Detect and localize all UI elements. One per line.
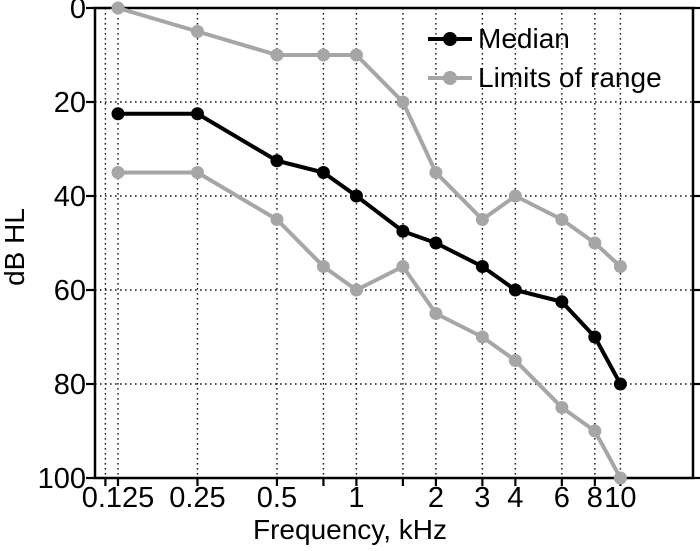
data-point-limits-upper-limit [475, 213, 489, 226]
data-point-median [111, 107, 125, 121]
data-point-limits-lower-limit [429, 307, 443, 320]
x-tick-label: 0.125 [82, 482, 155, 514]
legend-label-limits: Limits of range [478, 61, 662, 93]
data-point-median [429, 236, 443, 250]
x-tick-label: 1 [348, 482, 364, 514]
data-point-limits-upper-limit [588, 236, 602, 250]
y-tick-label: 0 [70, 0, 86, 25]
x-tick-label: 3 [474, 482, 490, 514]
y-tick-label: 40 [54, 181, 86, 213]
median-line-swatch [428, 31, 472, 46]
data-point-median [588, 330, 602, 344]
series-line-limits-lower-limit [118, 170, 623, 479]
median-marker-icon [443, 31, 457, 46]
data-point-limits-lower-limit [190, 166, 204, 179]
data-point-limits-lower-limit [555, 401, 569, 414]
limits-marker-icon [443, 70, 457, 85]
data-point-median [555, 295, 569, 309]
data-point-limits-lower-limit [613, 471, 627, 485]
x-tick-label: 8 [587, 482, 603, 514]
data-point-limits-upper-limit [429, 166, 443, 179]
data-point-limits-lower-limit [270, 213, 284, 226]
legend: Median Limits of range [428, 19, 662, 97]
legend-item-median: Median [428, 19, 662, 58]
data-point-limits-upper-limit [349, 48, 363, 62]
data-point-limits-lower-limit [111, 166, 125, 179]
x-tick-label: 4 [507, 482, 523, 514]
data-point-median [270, 154, 284, 168]
data-point-median [613, 377, 627, 391]
data-point-limits-lower-limit [316, 260, 330, 273]
x-tick-label: 0.25 [169, 482, 225, 514]
series-line-limits-upper-limit [117, 6, 622, 268]
y-tick-label: 20 [54, 87, 86, 119]
x-axis-title: Frequency, kHz [253, 514, 447, 545]
data-point-median [190, 107, 204, 121]
data-point-median [316, 166, 330, 179]
data-point-limits-upper-limit [316, 48, 330, 62]
x-tick-label: 10 [604, 482, 636, 514]
data-point-median [508, 283, 522, 297]
data-point-limits-upper-limit [190, 25, 204, 38]
y-axis-title: dB HL [0, 208, 30, 286]
legend-label-median: Median [478, 22, 570, 54]
data-point-limits-lower-limit [508, 354, 522, 367]
data-point-limits-upper-limit [555, 213, 569, 226]
x-tick-label: 6 [554, 482, 570, 514]
x-tick-label: 0.5 [257, 482, 297, 514]
data-point-median [349, 189, 363, 203]
data-point-limits-lower-limit [475, 330, 489, 344]
series-line-median [118, 111, 623, 385]
data-point-limits-upper-limit [111, 1, 125, 15]
data-point-limits-upper-limit [508, 189, 522, 203]
limits-line-swatch [428, 70, 472, 85]
x-tick-label: 2 [428, 482, 444, 514]
y-tick-label: 80 [54, 369, 86, 401]
data-point-limits-lower-limit [396, 260, 410, 273]
data-point-limits-lower-limit [588, 424, 602, 438]
data-point-limits-upper-limit [396, 95, 410, 109]
data-point-median [475, 260, 489, 273]
plot-border [93, 6, 695, 480]
data-point-median [396, 224, 410, 238]
data-point-limits-upper-limit [270, 48, 284, 62]
y-tick-label: 60 [54, 275, 86, 307]
data-point-limits-upper-limit [613, 260, 627, 273]
data-point-limits-lower-limit [349, 283, 363, 297]
y-tick-label: 100 [38, 463, 86, 495]
legend-item-limits: Limits of range [428, 58, 662, 97]
